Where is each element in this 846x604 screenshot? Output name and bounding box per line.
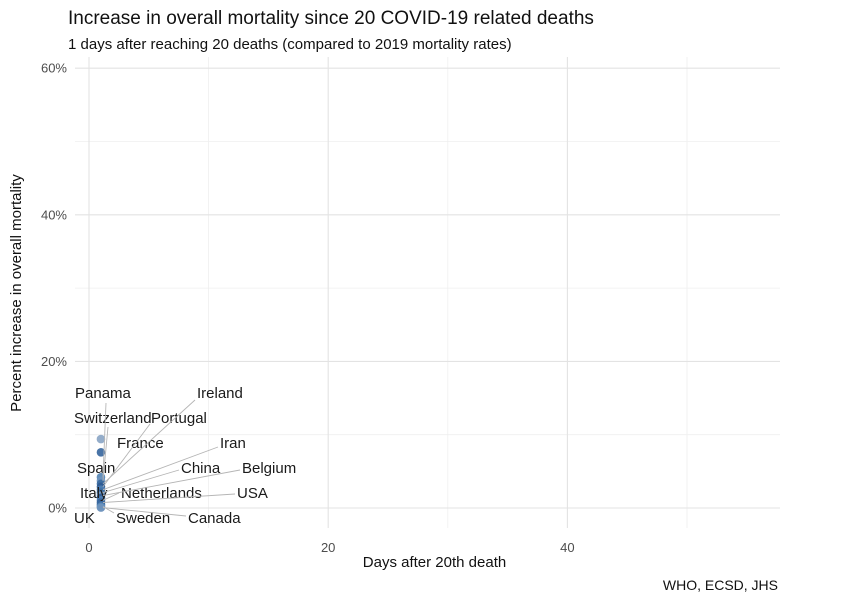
- chart-title: Increase in overall mortality since 20 C…: [68, 8, 594, 29]
- x-axis-title: Days after 20th death: [362, 554, 507, 571]
- leader-line-switzerland: [102, 426, 109, 481]
- country-label-portugal: Portugal: [151, 410, 207, 427]
- x-tick-label: 40: [560, 540, 574, 555]
- country-label-uk: UK: [74, 510, 95, 527]
- country-label-belgium: Belgium: [242, 460, 296, 477]
- country-label-spain: Spain: [77, 460, 115, 477]
- country-label-iran: Iran: [220, 435, 246, 452]
- leader-line-panama: [102, 402, 107, 478]
- data-point-canada: [96, 503, 106, 512]
- y-tick-label: 20%: [41, 354, 67, 369]
- leader-line-belgium: [102, 469, 241, 496]
- country-label-canada: Canada: [188, 510, 241, 527]
- country-label-ireland: Ireland: [197, 385, 243, 402]
- country-label-switzerland: Switzerland: [74, 410, 152, 427]
- leader-line-iran: [102, 446, 219, 491]
- country-label-sweden: Sweden: [116, 510, 170, 527]
- source-caption: WHO, ECSD, JHS: [662, 577, 778, 593]
- country-label-panama: Panama: [75, 385, 132, 402]
- leader-line-china: [102, 469, 180, 494]
- country-label-china: China: [181, 460, 221, 477]
- leader-line-netherlands: [102, 492, 120, 501]
- data-point-spain: [96, 447, 106, 457]
- x-tick-label: 20: [321, 540, 335, 555]
- y-tick-label: 60%: [41, 61, 67, 76]
- leader-line-portugal: [102, 423, 151, 488]
- data-point-france: [96, 434, 106, 444]
- chart-subtitle: 1 days after reaching 20 deaths (compare…: [68, 36, 512, 53]
- y-tick-label: 40%: [41, 207, 67, 222]
- country-label-italy: Italy: [80, 485, 108, 502]
- y-tick-label: 0%: [48, 501, 67, 516]
- country-label-netherlands: Netherlands: [121, 485, 202, 502]
- leader-line-canada: [102, 507, 187, 517]
- leader-line-usa: [102, 493, 236, 503]
- leader-line-ireland: [102, 399, 196, 485]
- x-tick-label: 0: [85, 540, 92, 555]
- country-label-usa: USA: [237, 485, 268, 502]
